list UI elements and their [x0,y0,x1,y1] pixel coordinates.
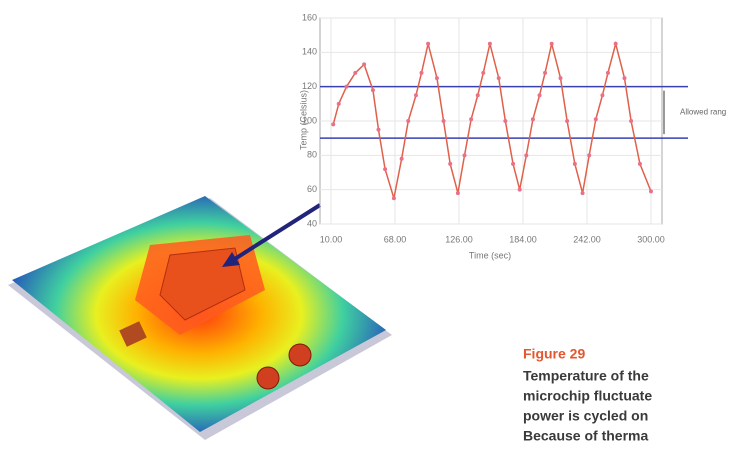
data-point [371,88,375,92]
data-point [565,119,569,123]
data-point [463,153,467,157]
data-point [383,167,387,171]
y-tick-label: 100 [302,115,317,125]
data-point [392,196,396,200]
data-point [629,119,633,123]
data-point [426,42,430,46]
data-point [376,128,380,132]
y-tick-label: 160 [302,12,317,22]
figure: Time (sec) Temp (Celsius) 40608010012014… [0,0,744,459]
x-tick-label: 184.00 [509,234,537,244]
data-point [400,157,404,161]
data-point [476,93,480,97]
x-tick-label: 10.00 [320,234,343,244]
y-tick-label: 60 [307,184,317,194]
x-tick-label: 126.00 [445,234,473,244]
board-render [8,196,392,440]
caption-line: power is cycled on [523,408,648,424]
figure-label: Figure 29 [523,346,585,362]
x-axis-label: Time (sec) [469,250,511,260]
data-point [414,93,418,97]
caption: Temperature of the microchip fluctuate pow… [523,368,652,444]
data-point [337,102,341,106]
data-point [550,42,554,46]
data-point [518,188,522,192]
data-point [600,93,604,97]
data-point [456,191,460,195]
data-point [638,162,642,166]
data-point [594,117,598,121]
data-point [331,122,335,126]
data-point [435,76,439,80]
data-point [622,76,626,80]
data-point [649,189,653,193]
data-point [538,93,542,97]
x-tick-label: 300.00 [637,234,665,244]
data-point [419,71,423,75]
data-point [587,153,591,157]
caption-line: Temperature of the [523,368,649,384]
data-point [488,42,492,46]
data-point [362,62,366,66]
chart: Time (sec) Temp (Celsius) 40608010012014… [298,12,726,260]
data-point [344,85,348,89]
data-point [406,119,410,123]
y-tick-label: 120 [302,81,317,91]
data-point [573,162,577,166]
data-point [606,71,610,75]
data-point [448,162,452,166]
y-tick-label: 40 [307,218,317,228]
data-point [543,71,547,75]
data-point [614,42,618,46]
y-tick-label: 80 [307,150,317,160]
data-point [353,71,357,75]
data-point [511,162,515,166]
data-point [481,71,485,75]
data-point [503,119,507,123]
range-annotation: Allowed rang [680,108,726,117]
data-point [497,76,501,80]
y-tick-label: 140 [302,47,317,57]
page: Time (sec) Temp (Celsius) 40608010012014… [0,0,744,459]
data-point [581,191,585,195]
data-point [469,117,473,121]
data-point [442,119,446,123]
data-point [524,153,528,157]
x-tick-label: 68.00 [384,234,407,244]
data-point [531,117,535,121]
data-point [559,76,563,80]
caption-line: microchip fluctuate [523,388,652,404]
caption-line: Because of therma [523,428,648,444]
x-tick-label: 242.00 [573,234,601,244]
